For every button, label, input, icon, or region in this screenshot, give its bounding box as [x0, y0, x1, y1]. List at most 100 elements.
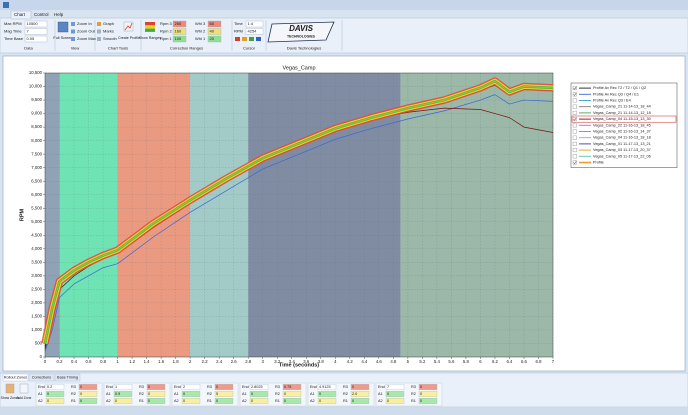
field-input[interactable] — [24, 28, 48, 35]
zone-field-input[interactable] — [317, 398, 337, 404]
zone-button-label[interactable]: Add Zone — [17, 396, 32, 400]
zone-field-input[interactable] — [385, 384, 405, 390]
button-icon[interactable] — [97, 22, 101, 26]
legend-label[interactable]: Profile — [593, 161, 604, 165]
legend-label[interactable]: Profile Av Rec Q3 / E4 — [593, 99, 631, 103]
zone-field-input[interactable] — [181, 384, 201, 390]
zone-field-input[interactable] — [317, 384, 337, 390]
legend-checkbox[interactable] — [572, 129, 577, 134]
legend-checkbox[interactable] — [572, 104, 577, 109]
ribbon-button[interactable]: Marks — [103, 29, 114, 34]
show-ranges-icon[interactable] — [145, 22, 155, 26]
legend-checkbox[interactable] — [572, 154, 577, 159]
ribbon-tab-active[interactable] — [10, 10, 32, 20]
zone-field-input[interactable] — [418, 398, 438, 404]
legend-label[interactable]: Vegas_Camp_04 11-15-13_13_30 — [593, 117, 651, 121]
zone-field-input[interactable] — [45, 391, 65, 397]
cursor-tool[interactable] — [256, 37, 261, 41]
legend-label[interactable]: Profile Av Rec T2 / T2 / Q1 / Q2 — [593, 86, 646, 90]
bottom-tab[interactable] — [54, 373, 81, 382]
legend-label[interactable]: Vegas_Camp_01 11-17-13_13_21 — [593, 142, 651, 146]
ribbon-button[interactable]: Zoom In — [77, 21, 92, 26]
zone-field-input[interactable] — [45, 384, 65, 390]
ribbon-tab[interactable]: Help — [54, 12, 64, 17]
zone-button-icon[interactable] — [5, 383, 15, 394]
field-input[interactable] — [207, 20, 222, 28]
button-icon[interactable] — [71, 37, 75, 41]
zone-field-input[interactable] — [249, 398, 269, 404]
legend-checkbox[interactable] — [572, 110, 577, 115]
show-ranges-icon[interactable] — [145, 28, 155, 32]
legend-label[interactable]: Vegas_Camp_21 11-14-13_18_44 — [593, 105, 651, 109]
field-input[interactable] — [172, 20, 187, 28]
legend-checkbox[interactable] — [572, 141, 577, 146]
field-input[interactable] — [245, 20, 264, 28]
bottom-tab-label[interactable]: Rollout Zones — [4, 376, 28, 380]
ribbon-button[interactable]: Zoom Max — [77, 36, 96, 41]
zone-field-input[interactable] — [418, 384, 438, 390]
legend-label[interactable]: Vegas_Camp_02 11-16-13_14_37 — [593, 130, 651, 134]
bottom-tab[interactable] — [2, 373, 29, 382]
legend-checkbox[interactable] — [572, 117, 577, 122]
zone-field-input[interactable] — [113, 398, 133, 404]
zone-field-input[interactable] — [282, 398, 302, 404]
button-icon[interactable] — [97, 29, 101, 34]
field-input[interactable] — [24, 35, 48, 43]
ribbon-tab[interactable]: Control — [34, 12, 49, 17]
show-ranges-icon[interactable] — [145, 25, 155, 29]
zone-field-input[interactable] — [249, 391, 269, 397]
button-icon[interactable] — [71, 22, 75, 26]
ribbon-button[interactable]: Zoom Out — [77, 29, 96, 34]
legend-checkbox[interactable] — [572, 148, 577, 153]
zone-field-input[interactable] — [282, 384, 302, 390]
cursor-tool[interactable] — [242, 37, 247, 41]
legend-checkbox[interactable] — [572, 135, 577, 140]
button-icon[interactable] — [71, 29, 75, 34]
zone-field-input[interactable] — [146, 398, 166, 404]
zone-field-input[interactable] — [350, 398, 370, 404]
ribbon-button[interactable]: Smooth — [103, 36, 117, 41]
zone-field-input[interactable] — [249, 384, 269, 390]
zone-field-input[interactable] — [214, 398, 234, 404]
zone-field-input[interactable] — [350, 391, 370, 397]
legend-checkbox[interactable] — [572, 98, 577, 103]
legend-label[interactable]: Vegas_Camp_05 11-17-13_22_06 — [593, 154, 651, 158]
zone-field-input[interactable] — [146, 391, 166, 397]
zone-field-input[interactable] — [78, 384, 98, 390]
zone-button-icon[interactable] — [19, 383, 29, 394]
legend-checkbox[interactable] — [572, 160, 577, 165]
zone-button-label[interactable]: Show Zones — [1, 396, 20, 400]
zone-field-input[interactable] — [385, 398, 405, 404]
bottom-tab-label[interactable]: Corrections — [32, 376, 52, 380]
full-screen-icon[interactable] — [57, 21, 69, 33]
zone-field-input[interactable] — [350, 384, 370, 390]
legend-checkbox[interactable] — [572, 123, 577, 128]
zone-field-input[interactable] — [78, 398, 98, 404]
field-input[interactable] — [207, 35, 222, 43]
zone-field-input[interactable] — [78, 391, 98, 397]
cursor-tool[interactable] — [249, 37, 254, 41]
zone-field-input[interactable] — [181, 398, 201, 404]
zone-field-input[interactable] — [113, 391, 133, 397]
ribbon-button[interactable]: Graph — [103, 21, 114, 26]
big-button-label[interactable]: Show Ranges — [139, 36, 162, 40]
zone-field-input[interactable] — [214, 391, 234, 397]
big-button-label[interactable]: Full Screen — [53, 36, 72, 40]
ribbon-tab[interactable]: Chart — [14, 12, 26, 17]
bottom-tab-label[interactable]: Base Timing — [57, 376, 78, 380]
zone-field-input[interactable] — [45, 398, 65, 404]
legend-label[interactable]: Vegas_Camp_22 11-16-13_18_45 — [593, 123, 651, 127]
zone-field-input[interactable] — [282, 391, 302, 397]
zone-field-input[interactable] — [146, 384, 166, 390]
zone-field-input[interactable] — [214, 384, 234, 390]
field-input[interactable] — [172, 28, 187, 35]
button-icon[interactable] — [97, 37, 101, 41]
zone-field-input[interactable] — [181, 391, 201, 397]
field-input[interactable] — [245, 28, 264, 35]
field-input[interactable] — [172, 35, 187, 43]
legend-label[interactable]: Vegas_Camp_04 11-16-13_18_18 — [593, 136, 651, 140]
zone-field-input[interactable] — [317, 391, 337, 397]
field-input[interactable] — [207, 28, 222, 35]
zone-field-input[interactable] — [418, 391, 438, 397]
legend-label[interactable]: Profile Av Rec Q3 / Q4 / E1 — [593, 92, 639, 96]
